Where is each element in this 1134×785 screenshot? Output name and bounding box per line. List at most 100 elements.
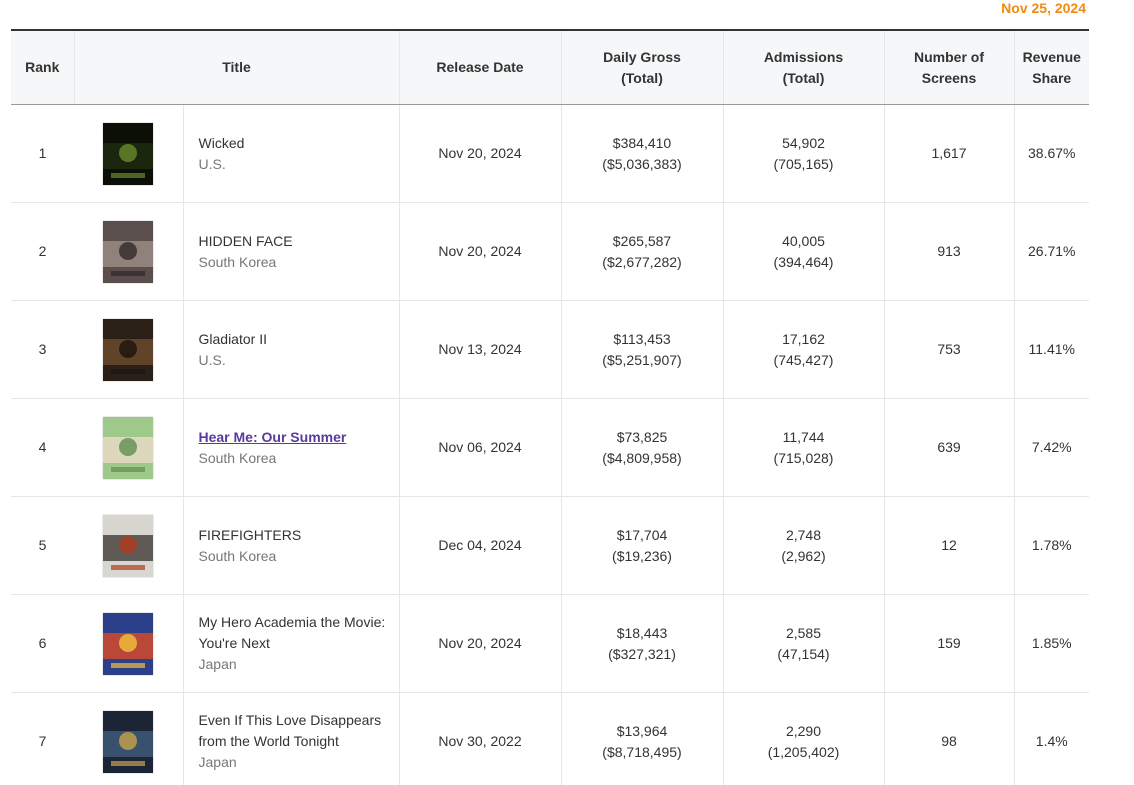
movie-title: Wicked <box>198 134 245 151</box>
daily-admissions-value: 40,005 <box>782 232 825 249</box>
movie-title-link[interactable]: Hear Me: Our Summer <box>198 428 347 445</box>
rank-cell: 4 <box>11 398 74 497</box>
total-gross-value: ($327,321) <box>608 645 676 662</box>
table-header-row: Rank Title Release Date Daily Gross (Tot… <box>11 29 1089 105</box>
daily-admissions-value: 17,162 <box>782 330 825 347</box>
daily-gross-value: $17,704 <box>616 526 668 543</box>
movie-country: South Korea <box>198 253 277 270</box>
table-body: 1 Wicked U.S. Nov 20, 2024 $384,410 ($5,036,3… <box>11 104 1089 785</box>
daily-gross-cell: $73,825 ($4,809,958) <box>560 398 723 497</box>
daily-admissions-value: 54,902 <box>782 134 825 151</box>
daily-gross-value: $113,453 <box>613 330 671 347</box>
total-admissions-value: (1,205,402) <box>767 743 840 760</box>
admissions-cell: 11,744 (715,028) <box>722 398 884 497</box>
total-admissions-value: (745,427) <box>773 351 834 368</box>
table-row: 3 Gladiator II U.S. Nov 13, 2024 $113,453 ($5… <box>11 300 1089 399</box>
daily-gross-value: $18,443 <box>616 624 668 641</box>
daily-gross-value: $384,410 <box>612 134 672 151</box>
poster-cell <box>74 300 183 399</box>
screens-cell: 913 <box>883 202 1014 301</box>
title-cell: My Hero Academia the Movie: You're Next J… <box>182 594 399 693</box>
total-admissions-value: (47,154) <box>777 645 830 662</box>
release-date-cell: Nov 20, 2024 <box>398 104 561 203</box>
rank-cell: 5 <box>11 496 74 595</box>
daily-gross-cell: $13,964 ($8,718,495) <box>560 692 723 785</box>
movie-country: South Korea <box>198 449 277 466</box>
title-cell: HIDDEN FACE South Korea <box>182 202 399 301</box>
release-date-cell: Nov 13, 2024 <box>398 300 561 399</box>
release-date-cell: Nov 30, 2022 <box>398 692 561 785</box>
daily-gross-cell: $18,443 ($327,321) <box>560 594 723 693</box>
header-admissions: Admissions (Total) <box>722 29 884 105</box>
revenue-share-cell: 1.4% <box>1013 692 1089 785</box>
rank-cell: 1 <box>11 104 74 203</box>
movie-poster-image[interactable] <box>103 710 154 773</box>
admissions-cell: 17,162 (745,427) <box>722 300 884 399</box>
total-gross-value: ($5,251,907) <box>602 351 682 368</box>
rank-cell: 6 <box>11 594 74 693</box>
box-office-table: Rank Title Release Date Daily Gross (Tot… <box>11 29 1089 785</box>
total-gross-value: ($2,677,282) <box>602 253 682 270</box>
total-admissions-value: (394,464) <box>773 253 834 270</box>
poster-cell <box>74 692 183 785</box>
daily-gross-cell: $113,453 ($5,251,907) <box>560 300 723 399</box>
total-gross-value: ($5,036,383) <box>602 155 682 172</box>
daily-gross-cell: $265,587 ($2,677,282) <box>560 202 723 301</box>
movie-poster-image[interactable] <box>103 122 154 185</box>
rank-cell: 7 <box>11 692 74 785</box>
poster-cell <box>74 398 183 497</box>
header-daily-gross: Daily Gross (Total) <box>560 29 723 105</box>
screens-cell: 1,617 <box>883 104 1014 203</box>
poster-cell <box>74 594 183 693</box>
table-row: 2 HIDDEN FACE South Korea Nov 20, 2024 $265,… <box>11 202 1089 301</box>
revenue-share-cell: 11.41% <box>1013 300 1089 399</box>
revenue-share-cell: 1.78% <box>1013 496 1089 595</box>
table-row: 1 Wicked U.S. Nov 20, 2024 $384,410 ($5,036,3… <box>11 104 1089 203</box>
revenue-share-cell: 38.67% <box>1013 104 1089 203</box>
movie-poster-image[interactable] <box>103 416 154 479</box>
title-cell: Gladiator II U.S. <box>182 300 399 399</box>
header-revenue-share: Revenue Share <box>1013 29 1089 105</box>
movie-title: HIDDEN FACE <box>198 232 293 249</box>
screens-cell: 159 <box>883 594 1014 693</box>
movie-title: FIREFIGHTERS <box>198 526 302 543</box>
daily-gross-cell: $17,704 ($19,236) <box>560 496 723 595</box>
admissions-cell: 54,902 (705,165) <box>722 104 884 203</box>
title-cell: Wicked U.S. <box>182 104 399 203</box>
total-admissions-value: (715,028) <box>773 449 834 466</box>
movie-poster-image[interactable] <box>103 612 154 675</box>
movie-country: U.S. <box>198 351 226 368</box>
revenue-share-cell: 26.71% <box>1013 202 1089 301</box>
daily-admissions-value: 2,585 <box>785 624 822 641</box>
movie-country: U.S. <box>198 155 226 172</box>
header-release-date: Release Date <box>398 29 561 105</box>
poster-cell <box>74 496 183 595</box>
movie-country: South Korea <box>198 547 277 564</box>
daily-gross-cell: $384,410 ($5,036,383) <box>560 104 723 203</box>
release-date-cell: Nov 20, 2024 <box>398 594 561 693</box>
revenue-share-cell: 1.85% <box>1013 594 1089 693</box>
title-cell: Even If This Love Disappears from the Wo… <box>182 692 399 785</box>
title-cell: Hear Me: Our Summer South Korea <box>182 398 399 497</box>
screens-cell: 12 <box>883 496 1014 595</box>
movie-poster-image[interactable] <box>103 514 154 577</box>
daily-admissions-value: 2,290 <box>785 722 822 739</box>
table-row: 4 Hear Me: Our Summer South Korea Nov 06, 2… <box>11 398 1089 497</box>
movie-poster-image[interactable] <box>103 220 154 283</box>
daily-gross-value: $73,825 <box>616 428 668 445</box>
revenue-share-cell: 7.42% <box>1013 398 1089 497</box>
movie-poster-image[interactable] <box>103 318 154 381</box>
movie-country: Japan <box>198 656 237 672</box>
total-gross-value: ($4,809,958) <box>602 449 682 466</box>
daily-gross-value: $265,587 <box>612 232 672 249</box>
table-row: 5 FIREFIGHTERS South Korea Dec 04, 2024 $17,… <box>11 496 1089 595</box>
screens-cell: 753 <box>883 300 1014 399</box>
release-date-cell: Dec 04, 2024 <box>398 496 561 595</box>
admissions-cell: 2,290 (1,205,402) <box>722 692 884 785</box>
date-label: Nov 25, 2024 <box>1001 0 1086 16</box>
daily-admissions-value: 11,744 <box>782 428 825 445</box>
header-title: Title <box>73 29 399 105</box>
poster-cell <box>74 202 183 301</box>
rank-cell: 2 <box>11 202 74 301</box>
